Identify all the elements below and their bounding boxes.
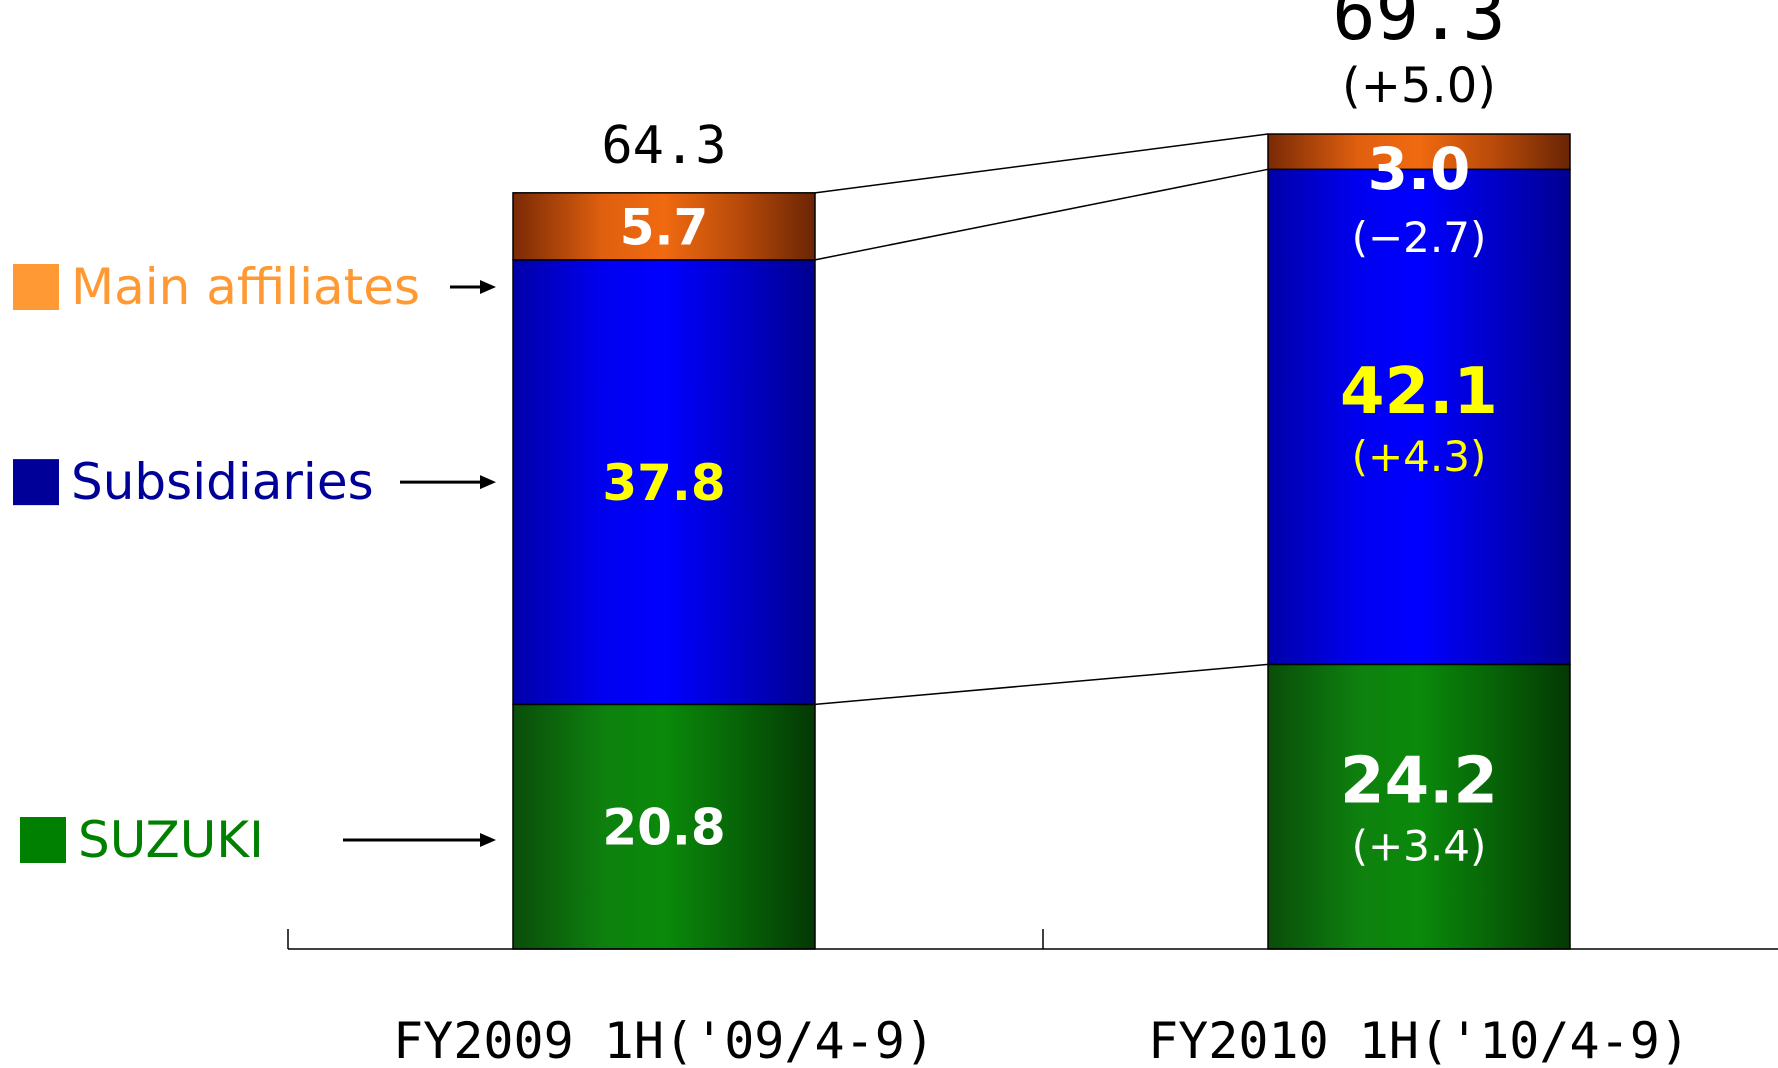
legend-arrow-head-suzuki [480,833,496,847]
bar-segment-main-affiliates-1 [512,192,816,261]
x-tick-label-1: FY2009 1H('09/4-9) [393,1012,935,1068]
value-label-main-affiliates-1: 5.7 [620,198,709,256]
connector-line-3 [814,133,1269,194]
value-label-group: 20.8 37.8 5.7 24.2(+3.4) 42.1(+4.3) 3.0 (−2.7)… [601,0,1505,871]
legend-label-main-affiliates: Main affiliates [71,258,420,316]
x-tick-label-2: FY2010 1H('10/4-9) [1148,1012,1690,1068]
bar-segment-suzuki-2 [1267,663,1571,950]
bar-segment-subsidiaries-1 [512,259,816,706]
legend-arrow-head-main-affiliates [480,280,496,294]
value-label-subsidiaries-2: 42.1 [1340,355,1498,429]
bar-connector-lines [814,133,1269,706]
legend-swatch-suzuki [20,817,66,863]
bar-stack-group [512,133,1571,950]
legend-swatch-subsidiaries [13,459,59,506]
legend-swatch-main-affiliates [13,264,59,310]
legend-arrow-head-subsidiaries [480,475,496,490]
value-label-suzuki-2: 24.2 [1340,745,1498,819]
total-label-1: 64.3 [601,116,726,176]
change-label-main-affiliates-2: (−2.7) [1352,213,1487,262]
bar-segment-suzuki-1 [512,703,816,950]
bar-segment-subsidiaries-2 [1267,168,1571,666]
x-axis: FY2009 1H('09/4-9) FY2010 1H('10/4-9) [287,929,1778,1068]
legend: Main affiliates Subsidiaries SUZUKI [13,258,496,869]
bar-segment-main-affiliates-2 [1267,133,1571,171]
change-label-suzuki-2: (+3.4) [1352,822,1487,871]
total-change-label-2: (+5.0) [1342,58,1496,114]
legend-label-subsidiaries: Subsidiaries [71,453,374,511]
connector-line-1 [814,663,1269,706]
total-label-2: 69.3 [1332,0,1505,56]
connector-line-2 [814,168,1269,261]
value-label-main-affiliates-2: 3.0 [1368,135,1471,203]
legend-label-suzuki: SUZUKI [78,811,264,869]
change-label-subsidiaries-2: (+4.3) [1352,432,1487,481]
value-label-suzuki-1: 20.8 [602,799,725,857]
value-label-subsidiaries-1: 37.8 [602,454,725,512]
